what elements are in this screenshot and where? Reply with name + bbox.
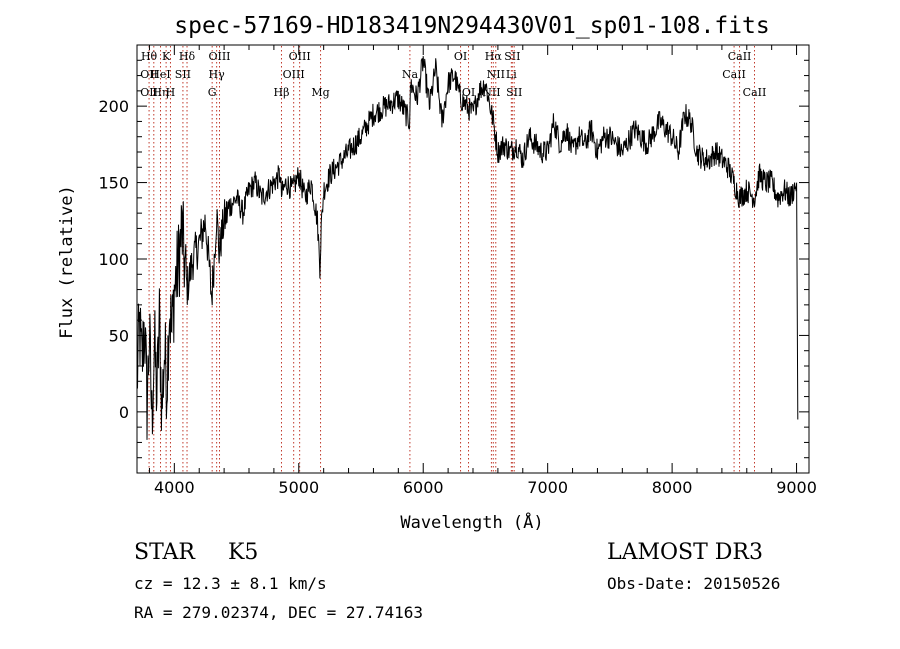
x-tick-label: 4000 bbox=[154, 478, 195, 497]
spectral-line-label: CaII bbox=[728, 50, 752, 63]
obs-date: Obs-Date: 20150526 bbox=[607, 574, 781, 593]
y-tick-label: 150 bbox=[98, 174, 129, 193]
x-tick-label: 7000 bbox=[527, 478, 568, 497]
spectral-line-label: OIII bbox=[289, 50, 311, 63]
spectral-line-label: Mg bbox=[311, 86, 329, 99]
spectral-line-label: SII bbox=[506, 86, 522, 99]
spectral-line-label: K bbox=[162, 50, 171, 63]
object-class: STAR K5 bbox=[134, 540, 258, 565]
survey-label: LAMOST DR3 bbox=[607, 540, 763, 565]
x-tick-label: 9000 bbox=[776, 478, 817, 497]
spectral-line-label: Hη bbox=[152, 86, 168, 99]
spectral-line-label: Hα bbox=[485, 50, 503, 63]
subclass-label: K5 bbox=[228, 540, 259, 565]
x-tick-label: 5000 bbox=[278, 478, 319, 497]
coordinates-readout: RA = 279.02374, DEC = 27.74163 bbox=[134, 603, 423, 622]
spectral-line-label: CaII bbox=[743, 86, 767, 99]
x-axis-label: Wavelength (Å) bbox=[400, 511, 543, 533]
spectral-line-label: OII bbox=[140, 86, 158, 99]
flux-series-line bbox=[136, 56, 799, 440]
spectral-line-label: G bbox=[208, 86, 217, 99]
y-axis-label: Flux (relative) bbox=[57, 185, 77, 339]
spectral-line-label: H bbox=[166, 86, 176, 99]
spectral-line-label: Na bbox=[402, 68, 419, 81]
spectral-line-label: SII bbox=[504, 50, 520, 63]
x-tick-label: 8000 bbox=[652, 478, 693, 497]
spectral-line-label: OIII bbox=[208, 50, 230, 63]
spectral-line-label: SII bbox=[175, 68, 191, 81]
spectral-line-label: Hγ bbox=[209, 68, 226, 81]
chart-title: spec-57169-HD183419N294430V01_sp01-108.f… bbox=[174, 13, 769, 39]
spectral-line-label: OI bbox=[462, 86, 475, 99]
spectral-line-label: OIII bbox=[283, 68, 305, 81]
y-tick-label: 0 bbox=[119, 403, 129, 422]
spectral-line-label: HeI bbox=[150, 68, 170, 81]
y-tick-label: 50 bbox=[109, 326, 129, 345]
y-tick-label: 200 bbox=[98, 97, 129, 116]
axis-ticks: 4000 5000 6000 7000 8000 9000 0 50 100 150 200 bbox=[98, 44, 817, 497]
x-tick-label: 6000 bbox=[403, 478, 444, 497]
spectral-line-label: Hθ bbox=[141, 50, 158, 63]
class-label: STAR bbox=[134, 540, 195, 565]
spectral-line-label: Hδ bbox=[179, 50, 196, 63]
redshift-readout: cz = 12.3 ± 8.1 km/s bbox=[134, 574, 327, 593]
spectral-line-label: OI bbox=[454, 50, 467, 63]
spectral-line-label: NII bbox=[487, 68, 505, 81]
spectral-line-markers: HθOIIOIIHeIHηKHSIIHδGHγOIIIHβOIIIOIIIMgN… bbox=[140, 46, 766, 472]
spectral-line-label: Li bbox=[506, 68, 517, 81]
spectral-line-label: CaII bbox=[722, 68, 746, 81]
y-tick-label: 100 bbox=[98, 250, 129, 269]
spectral-line-label: Hβ bbox=[274, 86, 290, 99]
